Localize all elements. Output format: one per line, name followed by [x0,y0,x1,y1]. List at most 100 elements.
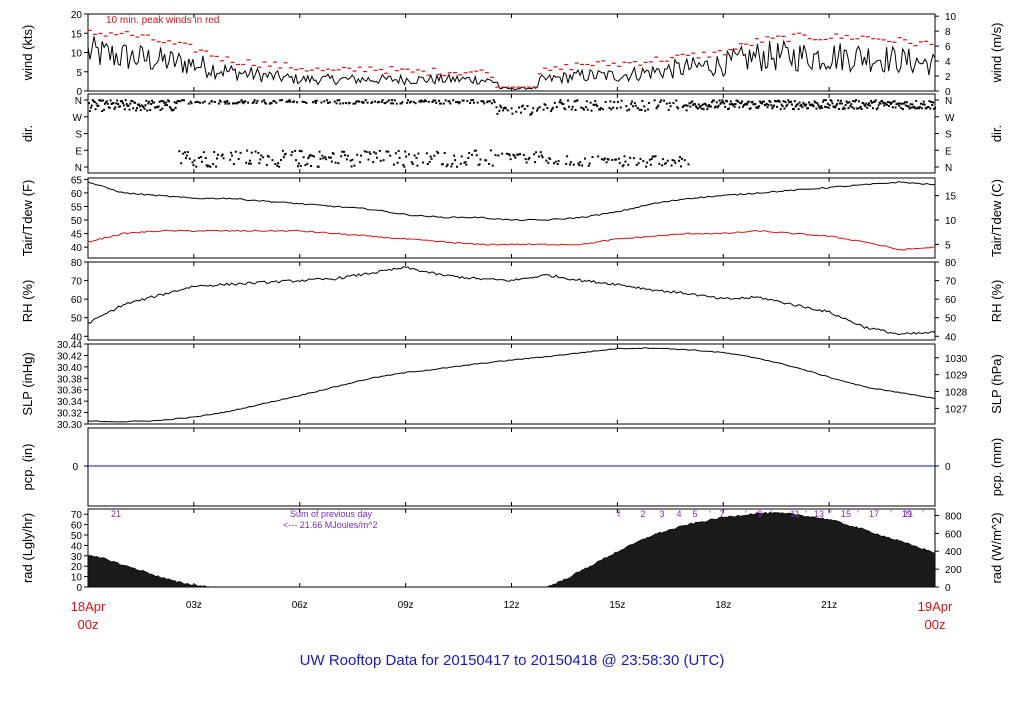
wind-left-label: wind (kts) [20,25,35,82]
rad-ytick-label-left: 40 [71,541,83,552]
x-axis-tick-label: 21z [821,600,837,611]
temp-ytick-label-right: 15 [945,192,957,203]
slp-ytick-label-right: 1027 [945,404,968,415]
dir-tick-right: E [945,146,952,157]
slp-ytick-label-left: 30.32 [57,409,82,420]
temp-ytick-label-right: 10 [945,216,957,227]
dir-tick-left: S [75,130,82,141]
rad-sum-value: <--- 21.66 MJoules/m^2 [283,520,378,530]
wind-ytick-label-right: 0 [945,87,951,98]
wind-ytick-label-right: 4 [945,57,951,68]
rh-series [87,266,936,336]
temp-ytick-label-right: 5 [945,240,951,251]
rad-hour-mark: ' [770,509,772,519]
rad-hour-mark: ' [922,509,924,519]
wind-ytick-label-left: 5 [76,68,82,79]
temp-frame [87,177,936,259]
rad-hour-mark: ' [805,509,807,519]
rad-ytick-label-right: 800 [945,511,962,522]
dir-tick-left: N [75,96,82,107]
slp-ytick-label-left: 30.34 [57,397,82,408]
x-axis-tick-label: 09z [398,600,414,611]
temp-ytick-label-left: 65 [71,175,83,186]
rad-hour-mark: 21 [903,509,913,519]
wind-ytick-label-right: 10 [945,12,957,23]
rh-ytick-label-right: 40 [945,332,957,343]
rad-hour-mark: 4 [676,509,681,519]
slp-series [87,347,936,423]
rad-ytick-label-left: 0 [76,583,82,594]
rad-left-label: rad (Lgly/hr) [20,513,35,583]
slp-ytick-label-left: 30.30 [57,420,82,431]
rh-ytick-label-left: 70 [71,277,83,288]
slp-frame [87,343,936,425]
rad-area [87,511,936,588]
slp-ytick-label-right: 1030 [945,354,968,365]
dir-left-label: dir. [20,125,35,142]
rad-right-label: rad (W/m^2) [989,512,1004,583]
rh-ytick-label-right: 60 [945,295,957,306]
x-axis-tick-label: 15z [609,600,625,611]
rad-hour-mark: 15 [841,509,851,519]
rad-hour-mark: ' [857,509,859,519]
rad-sum-label: Sum of previous day [290,509,373,519]
wind-ytick-label-left: 15 [71,29,83,40]
rad-ytick-label-left: 20 [71,562,83,573]
dir-tick-right: S [945,130,952,141]
rh-frame [87,261,936,341]
slp-ytick-label-left: 30.36 [57,386,82,397]
pcp-ytick-label-left: 0 [72,462,78,473]
rh-ytick-label-left: 50 [71,314,83,325]
x-axis-date-label: 19Apr [918,599,953,614]
temp-ytick-label-left: 55 [71,202,83,213]
rad-hour-mark: 5 [692,509,697,519]
rad-hour-mark: 13 [814,509,824,519]
pcp-right-label: pcp. (mm) [989,438,1004,497]
temp-right-label: Tair/Tdew (C) [989,179,1004,257]
x-axis-tick-label: 03z [186,600,202,611]
rad-hour-mark: 9 [757,509,762,519]
wind-series [87,36,936,91]
slp-ytick-label-left: 30.44 [57,340,82,351]
rad-hour-mark: ' [745,509,747,519]
tdew-series [87,229,936,251]
wind-note: 10 min. peak winds in red [106,15,219,26]
dir-tick-right: W [945,113,955,124]
slp-ytick-label-left: 30.38 [57,374,82,385]
slp-ytick-label-right: 1028 [945,388,968,399]
temp-ytick-label-left: 50 [71,216,83,227]
rh-ytick-label-right: 50 [945,314,957,325]
rad-hour-mark: 17 [869,509,879,519]
dir-frame [87,93,936,174]
x-axis-hour-label: 00z [78,617,99,632]
dir-tick-left: E [75,146,82,157]
rad-hour-mark: ' [890,509,892,519]
wind-ytick-label-right: 6 [945,42,951,53]
dir-right-label: dir. [989,125,1004,142]
x-axis-tick-label: 06z [292,600,308,611]
rh-right-label: RH (%) [989,280,1004,323]
rad-ytick-label-left: 10 [71,573,83,584]
wind-ytick-label-left: 20 [71,10,83,21]
rad-ytick-label-left: 70 [71,510,83,521]
rh-ytick-label-right: 70 [945,277,957,288]
dir-tick-left: W [73,113,83,124]
x-axis-tick-label: 12z [503,600,519,611]
rad-hour-mark: 3 [659,509,664,519]
rad-hour-mark: 11 [790,509,799,519]
rad-ytick-label-right: 200 [945,565,962,576]
wind-ytick-label-left: 10 [71,49,83,60]
temp-left-label: Tair/Tdew (F) [20,180,35,257]
rad-ytick-label-left: 30 [71,552,83,563]
x-axis-tick-label: 18z [715,600,731,611]
x-axis-hour-label: 00z [925,617,946,632]
temp-ytick-label-left: 45 [71,230,83,241]
dir-tick-right: N [945,163,952,174]
rh-ytick-label-left: 40 [71,332,83,343]
slp-ytick-label-right: 1029 [945,371,968,382]
temp-ytick-label-left: 40 [71,243,83,254]
temp-ytick-label-left: 60 [71,189,83,200]
rad-hour-mark: ' [709,509,711,519]
dir-tick-left: N [75,163,82,174]
dir-tick-right: N [945,96,952,107]
